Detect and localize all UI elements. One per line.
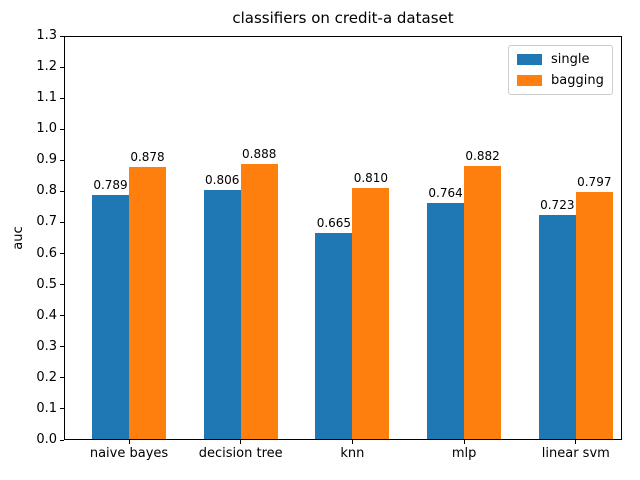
y-tick-mark [60, 315, 64, 317]
x-tick-mark [128, 440, 130, 444]
bar-value-label: 0.665 [316, 216, 352, 231]
bar-bagging-mlp [464, 165, 502, 440]
bar-bagging-decision-tree [240, 164, 278, 440]
y-tick-mark [60, 221, 64, 223]
legend-item-label: bagging [551, 73, 604, 88]
y-tick-label: 0.5 [36, 276, 57, 292]
legend: single bagging [508, 45, 613, 95]
y-tick-label: 1.0 [36, 121, 57, 137]
y-tick-label: 1.2 [36, 59, 57, 75]
bagging-color-swatch [517, 75, 542, 86]
bar-value-label: 0.797 [577, 175, 612, 190]
bar-value-label: 0.789 [93, 177, 128, 192]
x-tick-mark [351, 440, 353, 444]
x-tick-label: naive bayes [89, 446, 169, 461]
bar-value-label: 0.764 [428, 185, 463, 200]
y-tick-label: 0.6 [36, 245, 57, 261]
plot-area [64, 36, 622, 440]
y-tick-mark [60, 66, 64, 68]
y-tick-label: 0.0 [36, 432, 57, 447]
y-tick-mark [60, 346, 64, 348]
y-tick-mark [60, 439, 64, 441]
y-tick-label: 1.3 [36, 28, 57, 43]
y-tick-mark [60, 253, 64, 255]
y-tick-mark [60, 190, 64, 192]
x-tick-label: mlp [451, 446, 477, 461]
bar-value-label: 0.878 [130, 150, 165, 165]
legend-item-label: single [551, 52, 590, 67]
y-tick-mark [60, 159, 64, 161]
bar-value-label: 0.882 [465, 148, 500, 163]
bar-single-linear-svm [538, 215, 576, 440]
y-tick-label: 0.7 [36, 214, 57, 230]
bar-bagging-linear-svm [575, 192, 613, 440]
bar-bagging-knn [352, 188, 390, 440]
legend-item-bagging: bagging [517, 72, 604, 89]
y-tick-mark [60, 408, 64, 410]
y-tick-label: 0.2 [36, 369, 57, 385]
x-tick-label: linear svm [541, 446, 610, 461]
bar-value-label: 0.888 [242, 147, 277, 162]
y-tick-label: 0.9 [36, 152, 57, 168]
y-tick-label: 0.8 [36, 183, 57, 199]
y-tick-mark [60, 97, 64, 99]
x-tick-label: knn [340, 446, 365, 461]
x-tick-mark [240, 440, 242, 444]
y-tick-label: 0.4 [36, 307, 57, 323]
y-tick-mark [60, 35, 64, 37]
x-tick-label: decision tree [198, 446, 283, 461]
y-tick-mark [60, 377, 64, 379]
bar-single-decision-tree [203, 189, 241, 440]
x-tick-mark [463, 440, 465, 444]
bar-value-label: 0.723 [540, 198, 575, 213]
bar-single-naive-bayes [92, 194, 129, 440]
y-tick-label: 1.1 [36, 90, 57, 106]
bar-single-mlp [427, 202, 465, 440]
bar-value-label: 0.810 [353, 171, 389, 186]
bar-value-label: 0.806 [205, 172, 240, 187]
y-tick-label: 0.1 [36, 400, 57, 416]
y-tick-label: 0.3 [36, 338, 57, 354]
y-tick-mark [60, 284, 64, 286]
y-tick-mark [60, 128, 64, 130]
single-color-swatch [517, 54, 542, 65]
chart-title: classifiers on credit-a dataset [232, 9, 454, 27]
x-tick-mark [575, 440, 577, 444]
legend-item-single: single [517, 51, 604, 68]
bar-bagging-naive-bayes [129, 167, 166, 440]
bar-single-knn [315, 233, 353, 440]
